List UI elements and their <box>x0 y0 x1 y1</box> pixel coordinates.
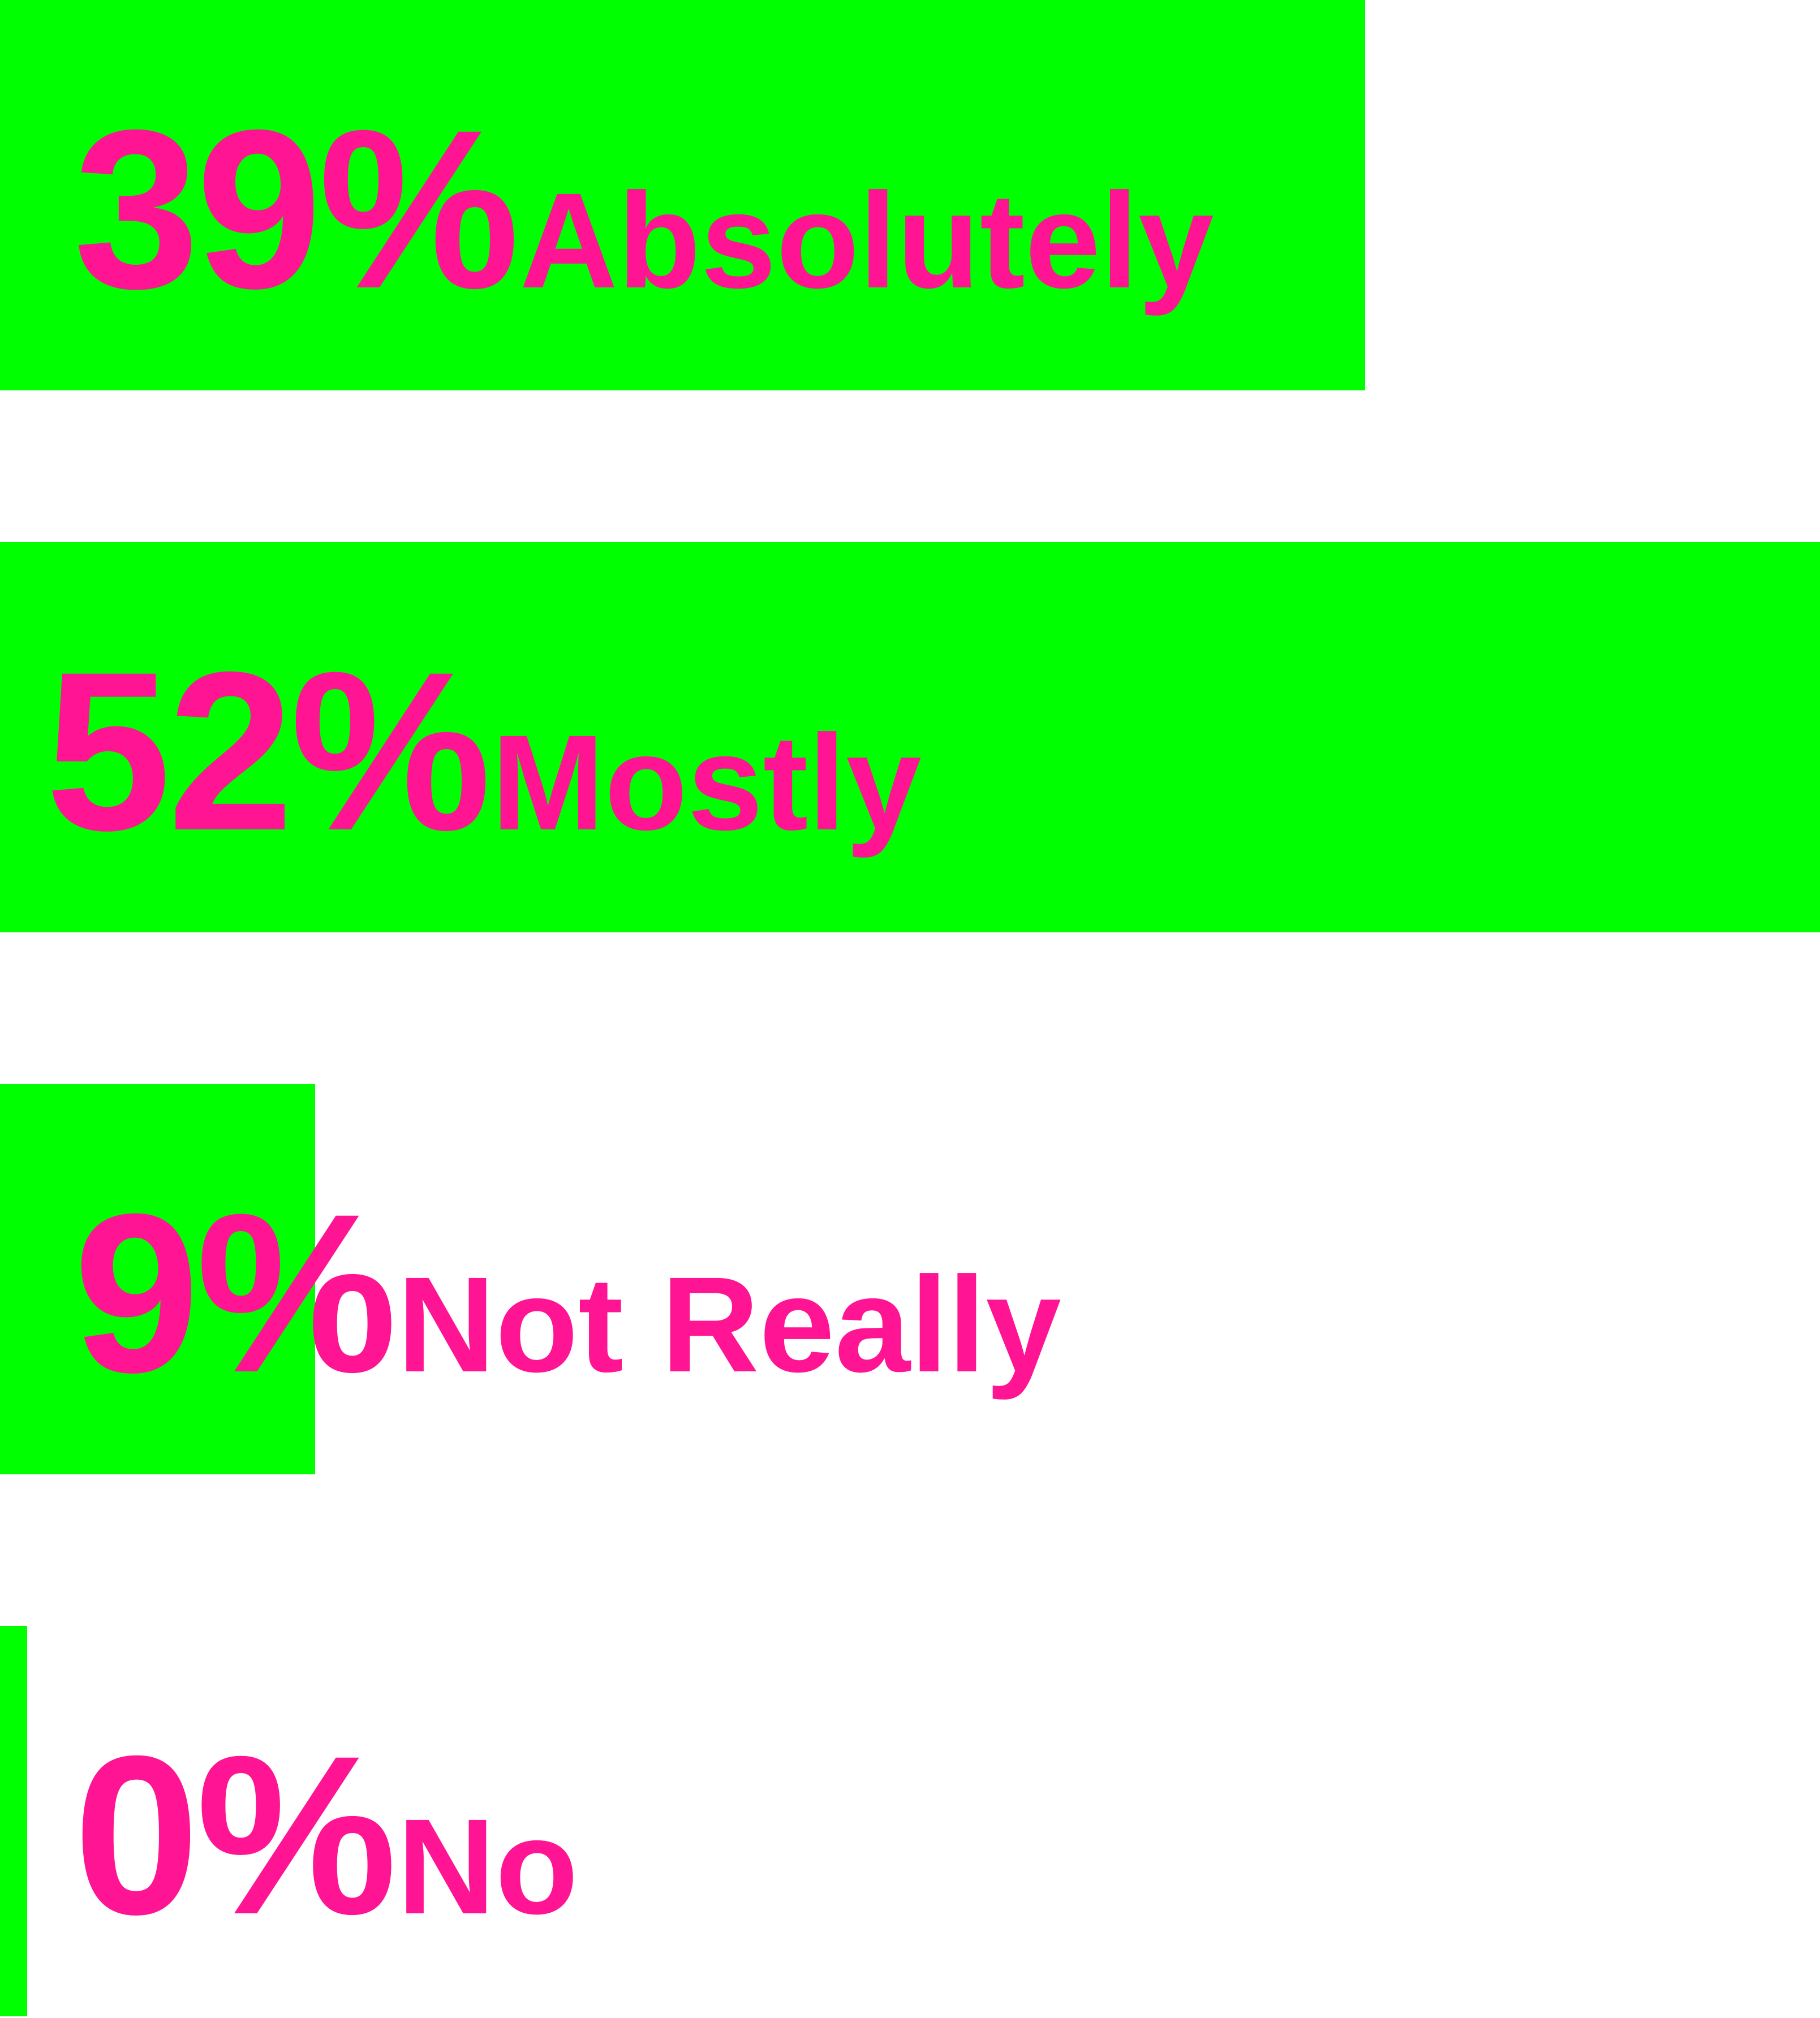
category-label: Mostly <box>491 707 922 858</box>
bar-absolutely <box>0 0 1365 390</box>
category-label: No <box>397 1791 579 1942</box>
bar-not-really <box>0 1084 315 1474</box>
category-label: Absolutely <box>519 165 1214 316</box>
bar-label: 52% Mostly <box>45 638 922 864</box>
value-label: 39% <box>74 83 520 335</box>
bar-no <box>0 1626 27 2016</box>
value-label: 0% <box>74 1709 397 1961</box>
value-label: 52% <box>45 625 492 877</box>
value-label: 9% <box>74 1167 397 1419</box>
category-label: Not Really <box>397 1249 1061 1400</box>
bar-label: 39% Absolutely <box>74 96 1214 322</box>
bar-mostly <box>0 542 1820 932</box>
bar-label: 9% Not Really <box>74 1180 1061 1406</box>
bar-label: 0% No <box>74 1722 578 1948</box>
